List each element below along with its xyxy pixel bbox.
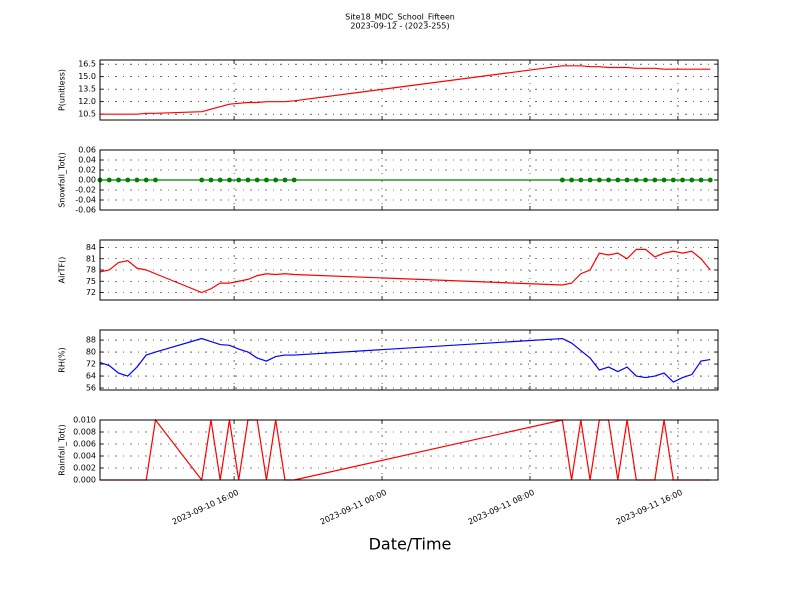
y-tick-label: 56	[86, 384, 96, 393]
data-line	[100, 337, 711, 383]
data-marker	[116, 177, 121, 183]
y-tick-label: 0.010	[73, 416, 96, 425]
plot-frame	[99, 419, 719, 481]
y-tick-label: 12.0	[78, 97, 96, 106]
y-tick-label: -0.02	[75, 186, 96, 195]
data-marker	[689, 177, 695, 183]
data-marker	[559, 177, 565, 183]
data-marker	[569, 177, 574, 183]
data-marker	[106, 177, 112, 183]
y-tick-label: 75	[86, 277, 96, 286]
figure-subtitle: 2023-09-12 - (2023-255)	[350, 22, 449, 31]
data-marker	[652, 177, 658, 183]
data-marker	[661, 177, 667, 183]
y-tick-label: 0.04	[78, 156, 96, 165]
x-axis-label: Date/Time	[369, 535, 452, 554]
figure-title: Site18_MDC_School_Fifteen	[345, 13, 455, 22]
data-marker	[282, 177, 288, 183]
data-marker	[134, 177, 140, 183]
data-marker	[125, 177, 131, 183]
plot-frame	[99, 59, 719, 121]
data-marker	[227, 177, 232, 183]
y-tick-label: 15.0	[78, 72, 96, 81]
data-marker	[633, 177, 639, 183]
y-tick-label: 80	[86, 348, 96, 357]
y-tick-label: -0.04	[75, 196, 96, 205]
data-marker	[291, 177, 297, 183]
y-tick-label: 16.5	[78, 60, 96, 69]
data-line	[100, 65, 711, 115]
data-marker	[273, 177, 279, 183]
data-line	[100, 248, 711, 294]
y-axis-label: P(unitless)	[58, 69, 67, 111]
data-marker	[624, 177, 630, 183]
y-tick-label: 0.02	[78, 166, 96, 175]
y-tick-label: 0.000	[73, 476, 96, 485]
y-tick-label: 0.002	[73, 464, 96, 473]
data-marker	[208, 177, 214, 183]
y-tick-label: 88	[86, 336, 96, 345]
data-marker	[606, 177, 611, 183]
y-tick-label: 0.006	[73, 440, 96, 449]
y-tick-label: 0.00	[78, 176, 96, 185]
y-tick-label: 13.5	[78, 85, 96, 94]
y-axis-label: RH(%)	[58, 347, 67, 372]
data-marker	[615, 177, 621, 183]
plot-frame	[99, 239, 719, 301]
y-tick-label: 72	[86, 360, 96, 369]
y-axis-label: Snowfall_Tot()	[58, 152, 67, 208]
data-marker	[643, 177, 648, 183]
y-tick-label: 84	[86, 243, 96, 252]
data-marker	[245, 177, 251, 183]
data-marker	[264, 177, 269, 183]
data-marker	[596, 177, 602, 183]
plot-frame	[99, 149, 719, 211]
plot-frame	[99, 329, 719, 391]
y-tick-label: 0.008	[73, 428, 96, 437]
data-marker	[254, 177, 260, 183]
y-tick-label: 64	[86, 372, 96, 381]
data-marker	[680, 177, 685, 183]
data-marker	[698, 177, 704, 183]
data-marker	[199, 177, 205, 183]
y-tick-label: 72	[86, 288, 96, 297]
y-tick-label: 0.004	[73, 452, 96, 461]
y-axis-label: AirTF()	[58, 257, 67, 284]
data-marker	[153, 177, 158, 183]
data-marker	[707, 177, 713, 183]
y-tick-label: 0.06	[78, 146, 96, 155]
y-tick-label: -0.06	[75, 206, 96, 215]
data-marker	[143, 177, 149, 183]
data-marker	[236, 177, 242, 183]
y-axis-label: Rainfall_Tot()	[58, 424, 67, 476]
data-marker	[578, 177, 584, 183]
data-marker	[587, 177, 593, 183]
data-marker	[670, 177, 676, 183]
data-marker	[217, 177, 223, 183]
y-tick-label: 10.5	[78, 110, 96, 119]
y-tick-label: 81	[86, 254, 96, 263]
y-tick-label: 78	[86, 266, 96, 275]
